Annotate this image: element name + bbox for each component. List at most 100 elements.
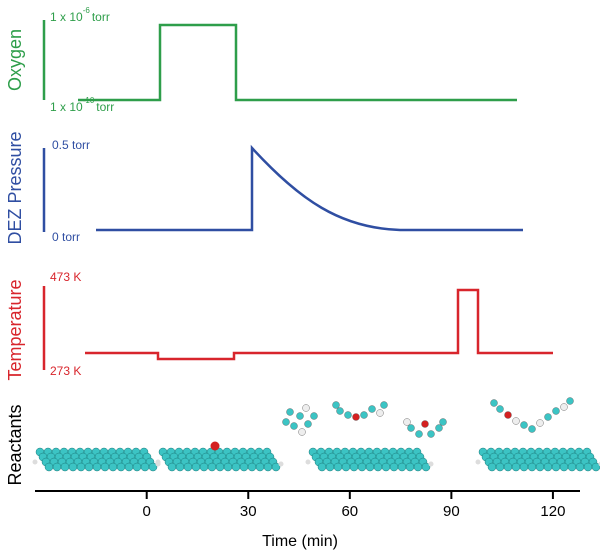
atom	[32, 459, 38, 465]
atom	[527, 462, 537, 472]
atom	[421, 462, 431, 472]
atom	[575, 462, 585, 472]
top-label: 0.5 torr	[52, 138, 90, 152]
atom	[349, 462, 359, 472]
atom	[155, 459, 161, 465]
atom	[298, 428, 306, 436]
atom	[140, 462, 150, 472]
atom	[223, 462, 233, 472]
atom	[536, 419, 544, 427]
dez-trace	[96, 144, 523, 232]
atom	[92, 462, 102, 472]
tick-label: 30	[240, 503, 257, 520]
atom	[381, 462, 391, 472]
atom	[282, 418, 290, 426]
atom	[304, 420, 312, 428]
atom	[583, 462, 593, 472]
atom	[191, 462, 201, 472]
atom	[167, 462, 177, 472]
bottom-label: 0 torr	[52, 230, 80, 244]
atom	[552, 407, 560, 415]
atom	[566, 397, 574, 405]
atom	[68, 462, 78, 472]
atom	[296, 412, 304, 420]
atom	[271, 462, 281, 472]
atom	[247, 462, 257, 472]
atom	[124, 462, 134, 472]
dez-panel: DEZ Pressure 0.5 torr 0 torr	[5, 131, 523, 245]
atom	[44, 462, 54, 472]
atom	[231, 462, 241, 472]
atom	[415, 430, 423, 438]
atom	[519, 462, 529, 472]
atom	[278, 461, 284, 467]
top-label: 1 x 10-6 torr	[50, 6, 110, 24]
atom	[512, 417, 520, 425]
atom	[116, 462, 126, 472]
atom	[487, 462, 497, 472]
atom	[108, 462, 118, 472]
atom	[496, 405, 504, 413]
atom	[60, 462, 70, 472]
x-axis: Time (min) 0 30 60 90 120	[35, 490, 580, 550]
atom	[389, 462, 399, 472]
molecule-illustrations	[32, 397, 600, 472]
atom	[559, 462, 569, 472]
atom	[567, 462, 577, 472]
atom	[520, 421, 528, 429]
atom	[475, 459, 481, 465]
atom	[413, 462, 423, 472]
atom	[336, 407, 344, 415]
atom	[332, 401, 340, 409]
atom	[84, 462, 94, 472]
atom	[333, 462, 343, 472]
panel-label: Temperature	[5, 279, 25, 380]
atom	[551, 462, 561, 472]
tick-label: 60	[341, 503, 358, 520]
atom	[376, 409, 384, 417]
atom	[380, 401, 388, 409]
tick-label: 90	[443, 503, 460, 520]
atom	[341, 462, 351, 472]
panel-label: Oxygen	[5, 29, 25, 91]
tick-label: 120	[540, 503, 565, 520]
atom	[76, 462, 86, 472]
atom	[357, 462, 367, 472]
atom	[490, 399, 498, 407]
atom	[183, 462, 193, 472]
atom	[397, 462, 407, 472]
atom	[428, 461, 434, 467]
atom	[148, 462, 158, 472]
atom	[100, 462, 110, 472]
oxygen-panel: Oxygen 1 x 10-6 torr 1 x 10-10 torr	[5, 6, 517, 114]
atom	[427, 430, 435, 438]
atom	[52, 462, 62, 472]
temperature-trace	[85, 288, 553, 361]
atom	[439, 418, 447, 426]
atom	[504, 411, 512, 419]
atom	[290, 422, 298, 430]
atom	[199, 462, 209, 472]
atom	[495, 462, 505, 472]
atom	[560, 403, 568, 411]
top-label: 473 K	[50, 270, 81, 284]
atom	[255, 462, 265, 472]
panel-label: DEZ Pressure	[5, 131, 25, 244]
atom	[535, 462, 545, 472]
atom	[352, 413, 360, 421]
atom	[263, 462, 273, 472]
atom	[132, 462, 142, 472]
atom	[544, 413, 552, 421]
atom	[591, 462, 600, 472]
atom	[365, 462, 375, 472]
bottom-label: 1 x 10-10 torr	[50, 96, 114, 114]
atom	[325, 462, 335, 472]
atom	[286, 408, 294, 416]
axis-label: Time (min)	[262, 533, 338, 550]
atom	[403, 418, 411, 426]
atom	[503, 462, 513, 472]
atom	[317, 462, 327, 472]
atom	[207, 462, 217, 472]
atom	[528, 425, 536, 433]
